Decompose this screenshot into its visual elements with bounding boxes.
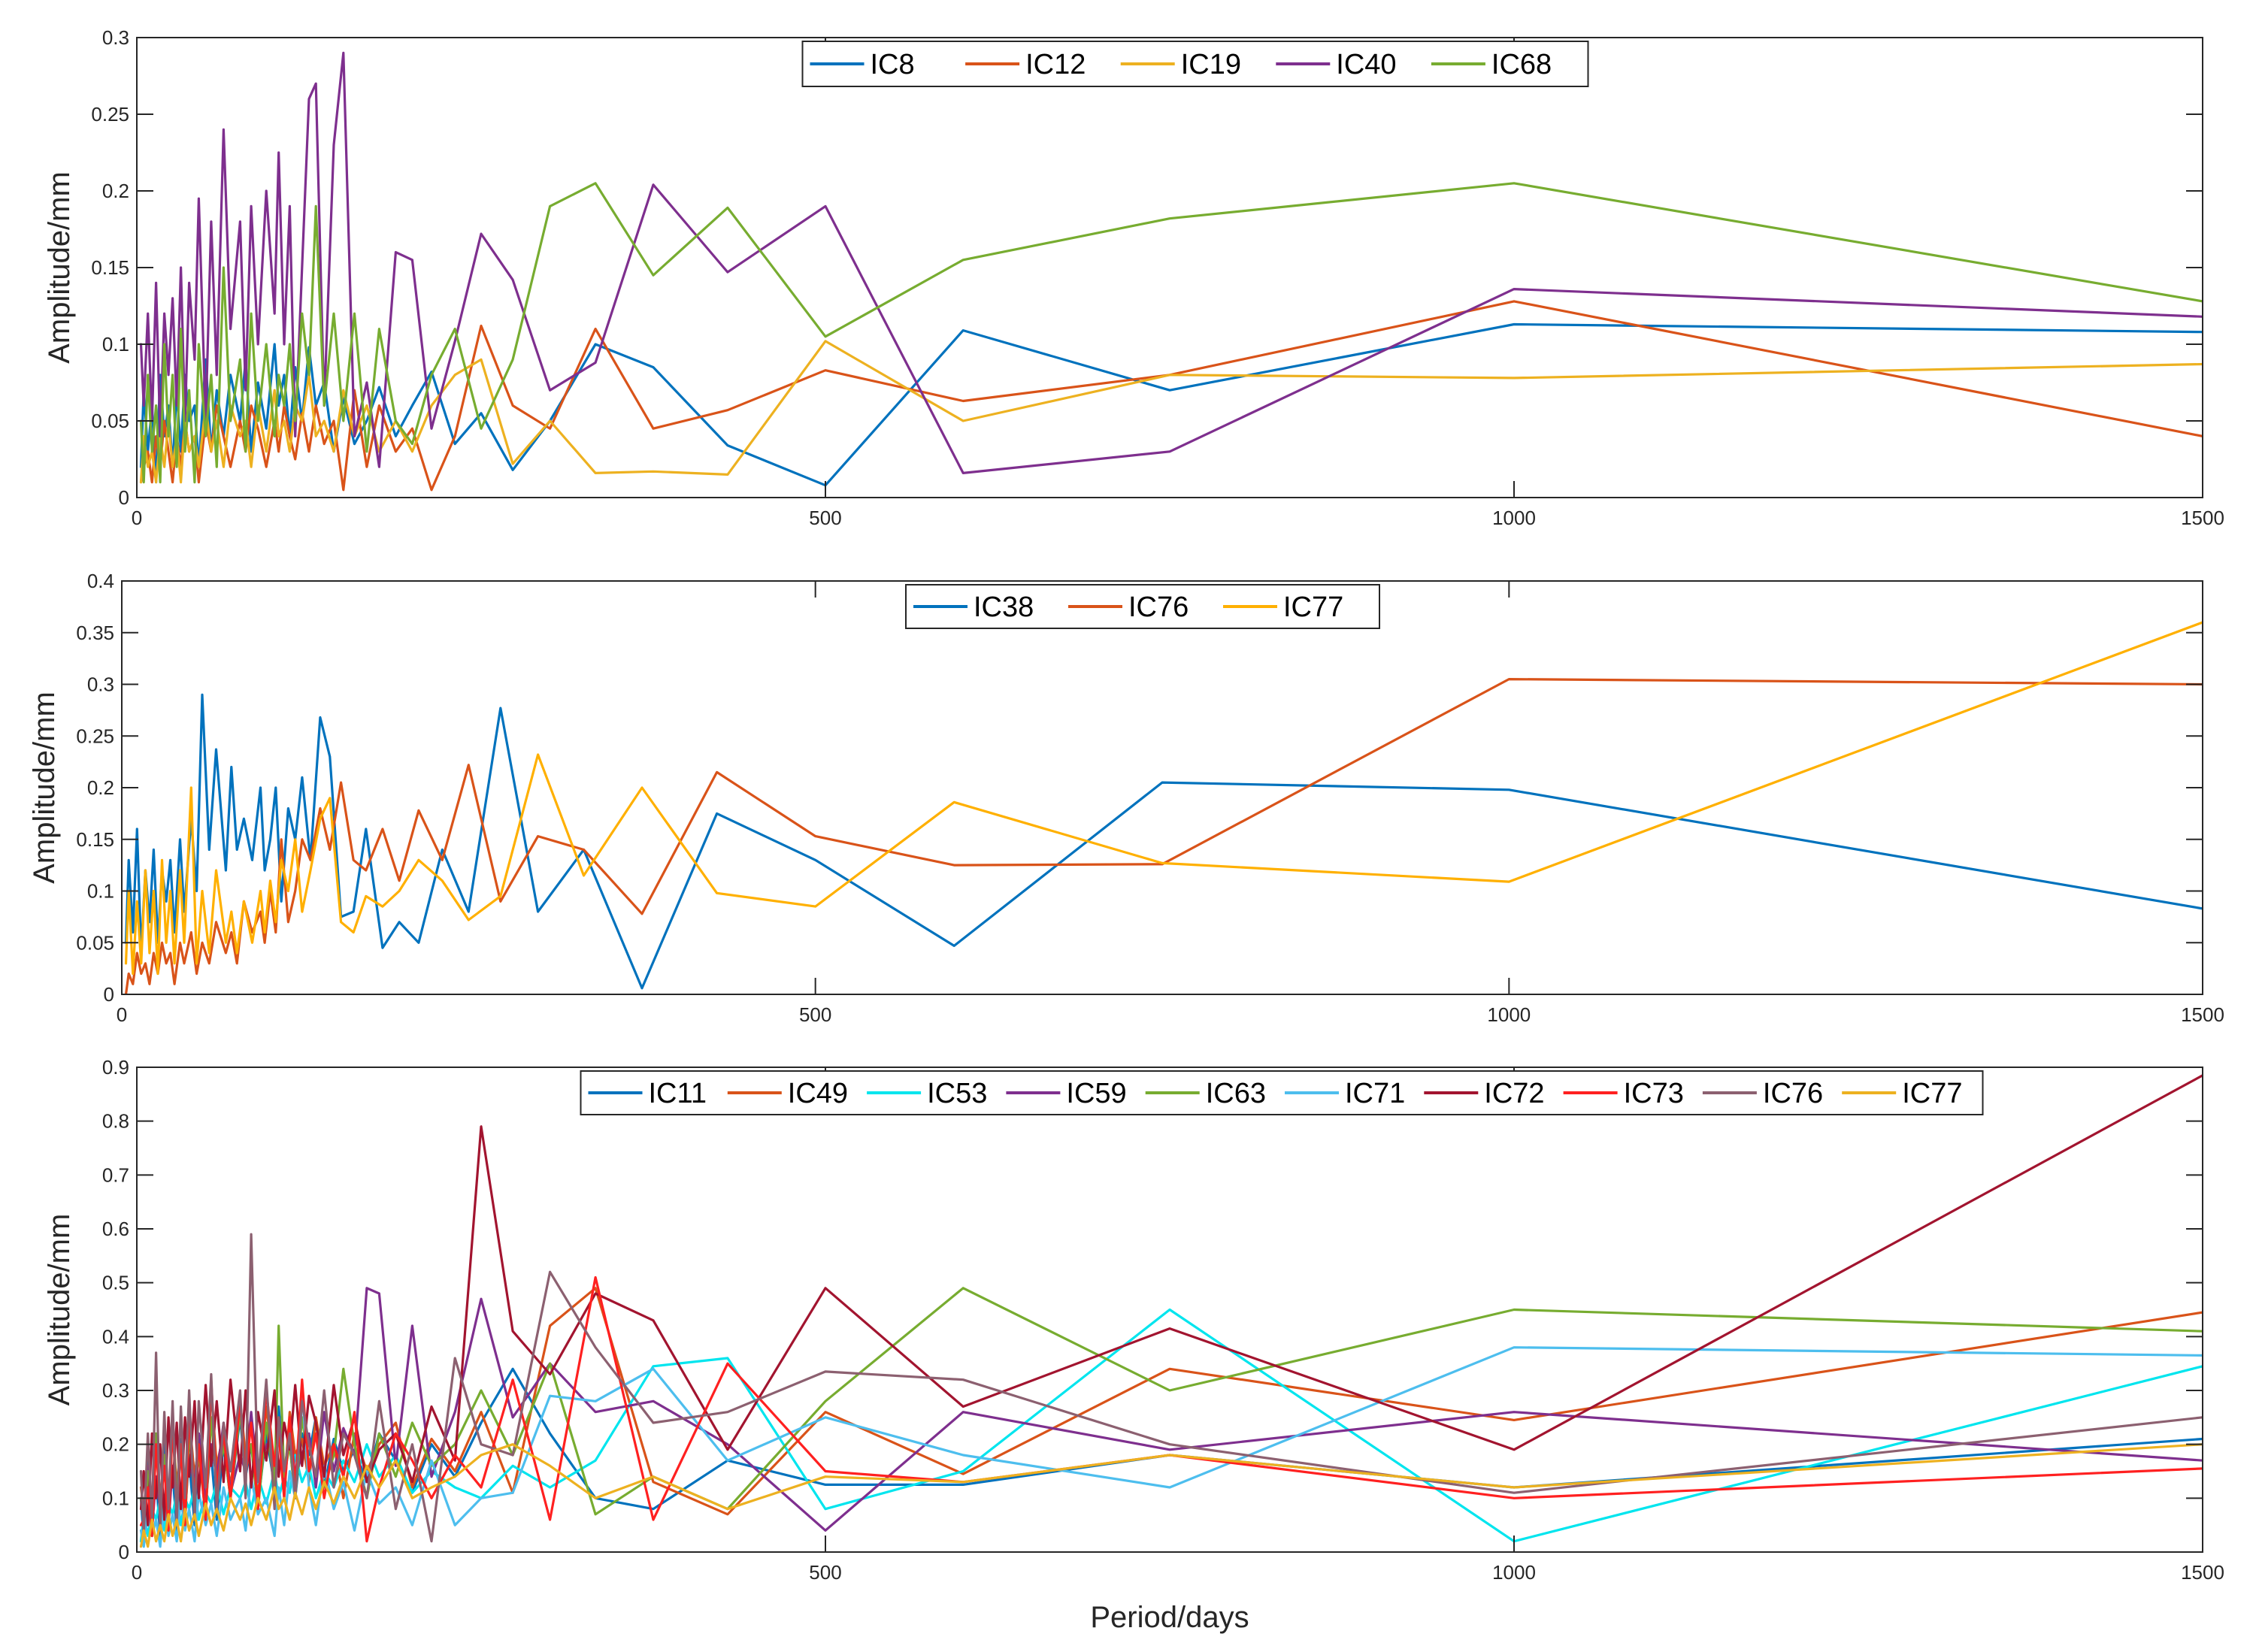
series-line-ic72 [139,1074,2203,1526]
y-tick-label: 0.05 [76,931,114,954]
y-tick-label: 0.9 [102,1056,129,1079]
y-tick-label: 0.3 [102,26,129,49]
legend-label: IC19 [1181,49,1241,80]
legend-label: IC53 [927,1078,987,1109]
legend-label: IC73 [1624,1078,1684,1109]
axes-box [121,580,2203,995]
series-line-ic76 [124,677,2203,994]
y-tick-label: 0.6 [102,1218,129,1240]
series-line-ic59 [139,1287,2203,1532]
y-tick-label: 0.2 [102,180,129,202]
series-line-ic73 [139,1275,2203,1543]
y-tick-label: 0.1 [102,333,129,356]
panel-1: 0 500 1000 1500 0 0.05 0.1 0.15 0.2 0.25 0.3 Amplit… [43,26,2224,529]
y-tick-label: 0.15 [91,256,129,279]
legend-label: IC40 [1336,49,1396,80]
y-tick-label: 0.15 [76,828,114,851]
y-tick-label: 0.25 [76,725,114,747]
legend-label: IC77 [1902,1078,1962,1109]
legend: IC11 IC49 IC53 IC59 IC63 IC71 IC72 IC73 IC76 IC77 [580,1070,1984,1115]
legend-label: IC59 [1066,1078,1126,1109]
panel-3: 0 500 1000 1500 0 0.1 0.2 0.3 0.4 0.5 0.6 0.7 0.8 0.9… [43,1056,2224,1634]
series-line-ic71 [139,1346,2203,1548]
series-line-ic40 [139,51,2203,475]
legend-label: IC76 [1128,592,1189,623]
legend-label: IC71 [1345,1078,1405,1109]
series-group [139,1074,2203,1548]
series-line-ic63 [139,1287,2203,1538]
y-tick-label: 0.2 [102,1433,129,1456]
legend-label: IC12 [1025,49,1086,80]
legend-label: IC49 [788,1078,848,1109]
y-axis-label: Amplitude/mm [28,691,61,884]
x-tick-label: 500 [799,1003,831,1026]
legend-box [905,584,1380,629]
y-tick-label: 0.35 [76,622,114,644]
series-group [139,51,2203,492]
y-tick-label: 0.3 [87,673,114,696]
y-tick-label: 0 [119,486,129,509]
legend: IC38 IC76 IC77 [905,584,1380,629]
series-line-ic49 [139,1287,2203,1538]
x-tick-label: 0 [117,1003,127,1026]
x-tick-label: 1500 [2181,1003,2224,1026]
y-tick-label: 0.1 [102,1487,129,1509]
y-tick-label: 0.4 [87,570,114,592]
x-tick-label: 500 [809,507,841,529]
x-tick-label: 0 [132,1561,142,1584]
x-tick-label: 1500 [2181,507,2224,529]
series-line-ic76 [139,1233,2203,1543]
axes-box [136,1067,2203,1553]
legend-label: IC77 [1283,592,1343,623]
panel-2: 0 500 1000 1500 0 0.05 0.1 0.15 0.2 0.25 0.3 0.35 0.… [28,570,2224,1026]
x-tick-label: 1000 [1492,507,1536,529]
series-line-ic68 [139,182,2203,484]
y-tick-label: 0.1 [87,880,114,903]
y-tick-label: 0.05 [91,410,129,432]
y-tick-label: 0 [119,1541,129,1563]
series-line-ic77 [124,621,2203,976]
legend-label: IC76 [1763,1078,1823,1109]
x-tick-label: 500 [809,1561,841,1584]
legend-label: IC63 [1206,1078,1266,1109]
series-line-ic77 [139,1443,2203,1548]
legend-label: IC11 [649,1078,707,1109]
y-tick-label: 0.4 [102,1325,129,1348]
x-tick-label: 1500 [2181,1561,2224,1584]
legend-label: IC68 [1491,49,1552,80]
y-axis-label: Amplitude/mm [43,171,76,364]
axes-box [136,37,2203,498]
y-tick-label: 0.7 [102,1163,129,1186]
series-group [124,621,2203,994]
y-tick-label: 0 [104,983,114,1006]
x-tick-label: 0 [132,507,142,529]
legend-label: IC8 [871,49,915,80]
x-tick-label: 1000 [1492,1561,1536,1584]
y-tick-label: 0.2 [87,776,114,799]
x-axis-label: Period/days [1090,1601,1249,1634]
legend: IC8 IC12 IC19 IC40 IC68 [801,41,1589,87]
y-tick-label: 0.5 [102,1272,129,1294]
legend-label: IC72 [1484,1078,1544,1109]
legend-label: IC38 [974,592,1034,623]
y-tick-label: 0.8 [102,1110,129,1133]
series-line-ic8 [139,322,2203,487]
x-tick-label: 1000 [1487,1003,1531,1026]
y-tick-label: 0.3 [102,1379,129,1402]
y-tick-label: 0.25 [91,103,129,126]
y-axis-label: Amplitude/mm [43,1214,76,1406]
